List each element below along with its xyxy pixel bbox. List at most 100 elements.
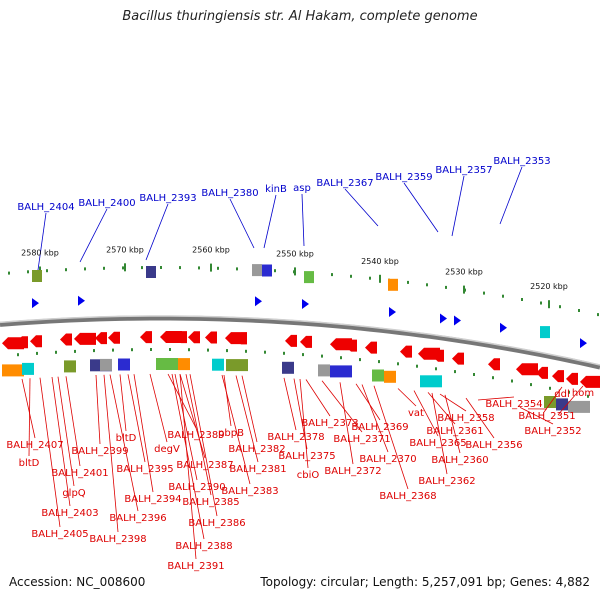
reverse-gene-arrow — [95, 332, 107, 345]
bottom-gene-label: BALH_2390 — [168, 482, 225, 493]
tick-dot-outer — [198, 266, 200, 270]
annotation-block — [178, 358, 190, 371]
scale-tick — [548, 300, 550, 309]
tick-dot-inner — [188, 348, 190, 352]
bottom-leader-line — [397, 388, 417, 407]
tick-dot-inner — [568, 390, 570, 394]
bottom-leader-line — [133, 374, 154, 493]
tick-dot-inner — [378, 360, 380, 364]
bottom-gene-label: BALH_2403 — [41, 508, 98, 519]
reverse-gene-arrow — [30, 335, 42, 348]
bottom-leader-line — [39, 377, 61, 528]
bottom-gene-label: BALH_2373 — [301, 418, 358, 429]
bottom-gene-label: glpQ — [62, 488, 85, 499]
tick-dot-inner — [492, 376, 494, 380]
forward-gene-arrow — [454, 315, 461, 326]
reverse-gene-arrow — [552, 370, 564, 383]
bottom-leader-line — [51, 376, 71, 507]
bottom-gene-label: BALH_2388 — [175, 541, 232, 552]
reverse-gene-arrow — [16, 336, 28, 349]
bottom-gene-label: BALH_2362 — [418, 476, 475, 487]
tick-dot-outer — [540, 301, 542, 305]
bottom-leader-line — [21, 378, 36, 439]
annotation-block — [556, 398, 568, 411]
bottom-gene-label: BALH_2383 — [221, 486, 278, 497]
top-gene-label: BALH_2357 — [435, 165, 492, 176]
bottom-leader-line — [477, 396, 515, 401]
reverse-gene-arrow — [516, 363, 538, 376]
reverse-gene-arrow — [160, 331, 182, 343]
tick-dot-inner — [416, 364, 418, 368]
tick-dot-outer — [559, 305, 561, 309]
annotation-block — [156, 358, 178, 370]
annotation-block — [282, 361, 294, 374]
bottom-gene-label: BALH_2354 — [485, 399, 542, 410]
reverse-gene-arrow — [300, 335, 312, 348]
top-leader-line — [37, 212, 47, 271]
top-leader-line — [451, 175, 465, 237]
bottom-gene-label: BALH_2405 — [31, 529, 88, 540]
bottom-gene-label: BALH_2358 — [437, 413, 494, 424]
bottom-gene-label: bltD — [19, 458, 40, 469]
tick-dot-outer — [27, 270, 29, 274]
bottom-gene-label: BALH_2391 — [167, 561, 224, 572]
bottom-leader-line — [299, 378, 309, 469]
annotation-block — [226, 359, 248, 372]
bottom-gene-label: BALH_2387 — [176, 460, 233, 471]
bottom-gene-label: degV — [154, 444, 180, 455]
bottom-gene-label: bltD — [116, 433, 137, 444]
bottom-leader-line — [355, 383, 381, 421]
bottom-gene-label: ddl — [554, 389, 569, 400]
bottom-gene-label: BALH_2351 — [518, 411, 575, 422]
reverse-gene-arrow — [205, 331, 217, 344]
tick-dot-outer — [84, 267, 86, 271]
top-leader-line — [301, 193, 305, 247]
bottom-leader-line — [465, 397, 495, 439]
bottom-leader-line — [543, 386, 563, 413]
tick-dot-inner — [93, 349, 95, 353]
tick-dot-inner — [530, 383, 532, 387]
scale-tick — [294, 267, 296, 276]
genome-backbone — [0, 315, 600, 370]
bottom-leader-line — [305, 379, 331, 417]
bottom-leader-line — [427, 392, 456, 425]
top-gene-label: asp — [293, 183, 311, 194]
bottom-gene-label: BALH_2365 — [409, 438, 466, 449]
forward-gene-arrow — [32, 298, 39, 309]
annotation-block — [388, 278, 398, 291]
annotation-block — [118, 358, 130, 371]
bottom-gene-label: BALH_2352 — [524, 426, 581, 437]
scale-tick — [379, 274, 381, 283]
bottom-gene-label: BALH_2386 — [188, 518, 245, 529]
tick-dot-inner — [150, 348, 152, 351]
genome-backbone-highlight — [0, 315, 600, 366]
scale-label: 2580 kbp — [21, 249, 59, 258]
annotation-block — [2, 364, 24, 377]
tick-dot-outer — [141, 266, 143, 270]
bottom-leader-line — [223, 374, 232, 427]
bottom-leader-line — [519, 407, 554, 425]
annotation-block — [262, 264, 272, 277]
tick-dot-inner — [112, 348, 114, 352]
bottom-gene-label: BALH_2407 — [6, 440, 63, 451]
top-leader-line — [499, 166, 523, 225]
tick-dot-inner — [340, 356, 342, 360]
bottom-gene-label: BALH_2356 — [465, 440, 522, 451]
tick-dot-outer — [236, 267, 238, 271]
reverse-gene-arrow — [536, 366, 548, 379]
top-leader-line — [263, 194, 277, 249]
top-gene-label: kinB — [265, 184, 287, 195]
top-leader-line — [344, 188, 379, 227]
tick-dot-inner — [549, 386, 551, 390]
reverse-gene-arrow — [74, 332, 96, 345]
reverse-gene-arrow — [285, 334, 297, 347]
tick-dot-outer — [521, 298, 523, 301]
top-gene-label: BALH_2400 — [78, 198, 135, 209]
bottom-leader-line — [444, 394, 461, 454]
annotation-block — [64, 360, 76, 373]
bottom-gene-label: BALH_2372 — [324, 466, 381, 477]
tick-dot-outer — [597, 313, 599, 317]
bottom-leader-line — [413, 390, 439, 437]
bottom-leader-line — [189, 374, 218, 517]
